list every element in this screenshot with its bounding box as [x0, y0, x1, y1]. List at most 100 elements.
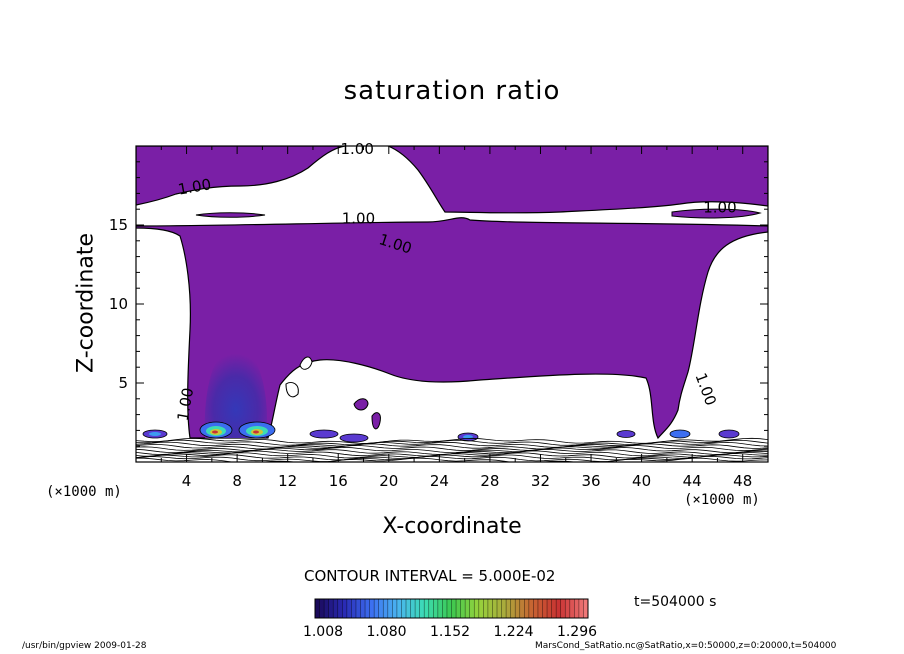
contour-label: 1.00 [340, 140, 373, 158]
colorbar-swatch [437, 599, 443, 618]
colorbar-label: 1.080 [366, 624, 406, 640]
colorbar-swatch [483, 599, 489, 618]
colorbar-swatch [474, 599, 480, 618]
convective-plume [204, 344, 267, 438]
x-axis-label: X-coordinate [382, 514, 522, 539]
surface-contour-line [136, 457, 768, 462]
colorbar-swatch [401, 599, 407, 618]
x-tick-label: 32 [531, 472, 550, 490]
contour-label: 1.00 [174, 386, 198, 422]
colorbar-swatch [315, 599, 321, 618]
saturated-region-thin-band [195, 212, 266, 218]
colorbar-swatch [547, 599, 553, 618]
colorbar-swatch [460, 599, 466, 618]
x-tick-label: 24 [430, 472, 449, 490]
colorbar-swatch [542, 599, 548, 618]
surface-contour-line [136, 443, 768, 450]
time-label: t=504000 s [634, 594, 717, 610]
colorbar-swatch [406, 599, 412, 618]
colorbar-swatch [337, 599, 343, 618]
colorbar-swatch [324, 599, 330, 618]
colorbar-swatch [433, 599, 439, 618]
chart-title: saturation ratio [343, 76, 561, 106]
colorbar-swatch [583, 599, 589, 618]
contour-label: 1.00 [177, 175, 213, 199]
colorbar-swatch [519, 599, 525, 618]
saturated-region-right-band [671, 208, 762, 219]
colorbar-swatch [456, 599, 462, 618]
colorbar-swatch [387, 599, 393, 618]
colorbar-swatch [419, 599, 425, 618]
x-axis-ticks: 4 8 12 16 20 24 28 32 36 40 44 48 [160, 146, 752, 490]
contour-label: 1.00 [342, 209, 375, 227]
colorbar-swatch [342, 599, 348, 618]
colorbar-swatch [355, 599, 361, 618]
x-tick-label: 16 [329, 472, 348, 490]
colorbar-swatch [424, 599, 430, 618]
colorbar-swatch [469, 599, 475, 618]
colorbar-swatch [492, 599, 498, 618]
saturated-region-main [136, 217, 768, 440]
y-axis-ticks: 5 10 15 [109, 161, 768, 447]
colorbar-swatch [556, 599, 562, 618]
colorbar-swatch [410, 599, 416, 618]
x-tick-label: 8 [232, 472, 242, 490]
x-unit-label-left: (×1000 m) [46, 484, 122, 500]
colorbar-label: 1.224 [493, 624, 533, 640]
y-tick-label: 5 [118, 374, 128, 392]
colorbar-swatch [442, 599, 448, 618]
contour-interval-label: CONTOUR INTERVAL = 5.000E-02 [304, 567, 556, 585]
x-tick-label: 28 [480, 472, 499, 490]
colorbar-swatch [369, 599, 375, 618]
colorbar-swatch [415, 599, 421, 618]
colorbar-label: 1.152 [430, 624, 470, 640]
colorbar: 1.008 1.080 1.152 1.224 1.296 [303, 598, 597, 640]
colorbar-swatch [428, 599, 434, 618]
colorbar-swatch [319, 599, 325, 618]
colorbar-swatch [360, 599, 366, 618]
colorbar-swatch [560, 599, 566, 618]
colorbar-swatch [569, 599, 575, 618]
x-tick-label: 48 [733, 472, 752, 490]
colorbar-swatch [551, 599, 557, 618]
colorbar-swatch [378, 599, 384, 618]
saturated-region-top-left [136, 146, 346, 206]
x-tick-label: 36 [581, 472, 600, 490]
colorbar-swatch [346, 599, 352, 618]
colorbar-swatch [578, 599, 584, 618]
contour-label: 1.00 [703, 198, 736, 216]
colorbar-swatch [574, 599, 580, 618]
colorbar-frame [314, 598, 589, 619]
colorbar-swatch [328, 599, 334, 618]
x-tick-label: 12 [278, 472, 297, 490]
surface-contour-line [136, 452, 768, 459]
x-tick-label: 44 [683, 472, 702, 490]
surface-contour-line [136, 454, 768, 461]
colorbar-swatch [565, 599, 571, 618]
surface-contour-lines [136, 437, 768, 462]
colorbar-label: 1.008 [303, 624, 343, 640]
footer-left: /usr/bin/gpview 2009-01-28 [22, 641, 147, 651]
y-axis-label: Z-coordinate [73, 233, 99, 373]
colorbar-swatch [515, 599, 521, 618]
colorbar-swatch [501, 599, 507, 618]
colorbar-swatch [533, 599, 539, 618]
surface-contour-line [136, 445, 768, 452]
y-tick-label: 15 [109, 216, 128, 234]
colorbar-swatch [506, 599, 512, 618]
x-unit-label-right: (×1000 m) [684, 492, 760, 508]
saturated-region-top-right [387, 146, 768, 214]
colorbar-swatch [396, 599, 402, 618]
colorbar-label: 1.296 [557, 624, 597, 640]
surface-contour-line [136, 455, 768, 462]
surface-contour-line [136, 439, 768, 446]
colorbar-swatch [524, 599, 530, 618]
colorbar-swatch [333, 599, 339, 618]
colorbar-swatch [465, 599, 471, 618]
footer-right: MarsCond_SatRatio.nc@SatRatio,x=0:50000,… [535, 641, 837, 651]
colorbar-swatch [446, 599, 452, 618]
x-tick-label: 20 [379, 472, 398, 490]
colorbar-swatch [365, 599, 371, 618]
colorbar-swatch [497, 599, 503, 618]
